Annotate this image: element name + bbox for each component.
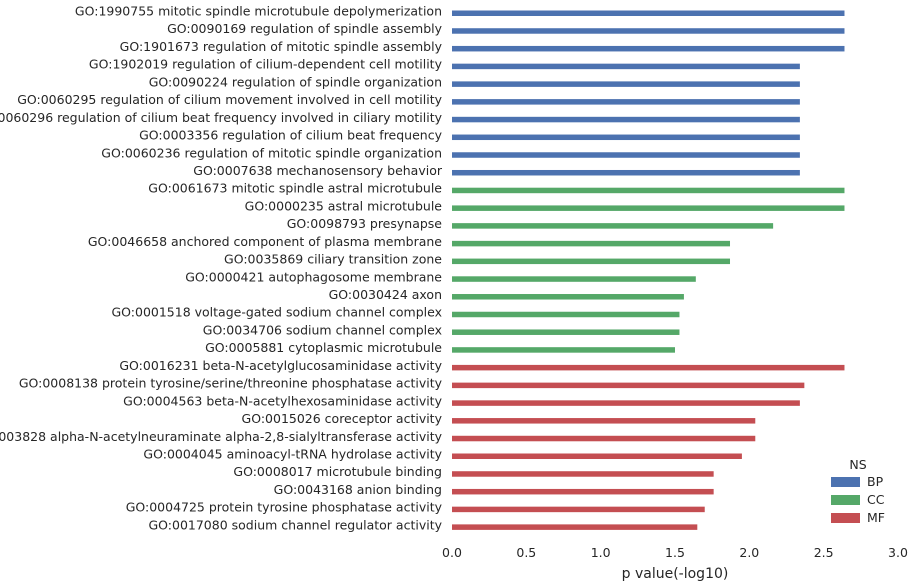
category-label: GO:0008138 protein tyrosine/serine/threo… — [19, 376, 443, 391]
bar — [452, 187, 845, 194]
category-label: GO:0015026 coreceptor activity — [242, 411, 443, 426]
bar — [452, 152, 800, 158]
bar — [452, 471, 714, 477]
category-label: GO:0098793 presynapse — [287, 216, 443, 231]
category-label: GO:0060296 regulation of cilium beat fre… — [0, 110, 443, 125]
x-tick-label: 1.5 — [665, 545, 685, 560]
bar — [452, 99, 800, 105]
category-label: GO:0046658 anchored component of plasma … — [88, 234, 442, 249]
bar — [452, 418, 756, 424]
category-label: GO:1990755 mitotic spindle microtubule d… — [75, 4, 442, 19]
bar — [452, 488, 714, 495]
category-label: GO:0016231 beta-N-acetylglucosaminidase … — [119, 358, 442, 373]
x-tick-label: 2.0 — [739, 545, 759, 560]
bar — [452, 45, 845, 52]
category-label: GO:1901673 regulation of mitotic spindle… — [120, 39, 443, 54]
legend-title: NS — [849, 457, 866, 472]
category-label: GO:0004045 aminoacyl-tRNA hydrolase acti… — [143, 447, 442, 462]
category-label: GO:0007638 mechanosensory behavior — [193, 163, 443, 178]
category-labels: GO:1990755 mitotic spindle microtubule d… — [0, 4, 443, 533]
bars-layer — [452, 10, 845, 530]
x-tick-label: 2.5 — [814, 545, 834, 560]
bar — [452, 329, 680, 335]
bar — [452, 347, 675, 353]
legend-label: BP — [867, 474, 884, 489]
bar — [452, 382, 805, 389]
category-label: GO:0017080 sodium channel regulator acti… — [148, 517, 442, 532]
category-label: GO:0008017 microtubule binding — [233, 464, 442, 479]
bar — [452, 276, 696, 282]
category-label: GO:0000235 astral microtubule — [245, 198, 443, 213]
bar — [452, 506, 705, 513]
legend-swatch — [831, 495, 860, 505]
x-axis-ticks: 0.0 0.5 1.0 1.5 2.0 2.5 3.0 — [442, 545, 908, 560]
bar — [452, 240, 731, 247]
bar — [452, 294, 684, 300]
legend-entries: BP CC MF — [831, 474, 885, 525]
bar — [452, 364, 845, 371]
category-label: GO:0005881 cytoplasmic microtubule — [205, 340, 442, 355]
bar — [452, 81, 800, 87]
bar — [452, 223, 774, 229]
bar — [452, 10, 845, 16]
x-tick-label: 0.0 — [442, 545, 462, 560]
category-label: GO:0090224 regulation of spindle organiz… — [149, 74, 442, 89]
bar — [452, 453, 742, 459]
category-label: GO:0030424 axon — [329, 287, 442, 302]
bar — [452, 28, 845, 34]
category-label: GO:0060295 regulation of cilium movement… — [17, 92, 442, 107]
category-label: GO:0035869 ciliary transition zone — [224, 252, 442, 267]
category-label: GO:0061673 mitotic spindle astral microt… — [148, 181, 442, 196]
category-label: GO:0001518 voltage-gated sodium channel … — [111, 305, 442, 320]
category-label: GO:0003356 regulation of cilium beat fre… — [139, 128, 442, 143]
category-label: GO:1902019 regulation of cilium-dependen… — [89, 57, 443, 72]
category-label: GO:0003828 alpha-N-acetylneuraminate alp… — [0, 429, 443, 444]
legend-label: CC — [867, 492, 885, 507]
bar — [452, 116, 800, 123]
legend-swatch — [831, 513, 860, 523]
x-tick-label: 3.0 — [888, 545, 908, 560]
category-label: GO:0004725 protein tyrosine phosphatase … — [126, 500, 443, 515]
bar — [452, 435, 756, 442]
x-tick-label: 0.5 — [516, 545, 536, 560]
bar — [452, 400, 800, 406]
legend-label: MF — [867, 510, 885, 525]
x-tick-label: 1.0 — [591, 545, 611, 560]
category-label: GO:0060236 regulation of mitotic spindle… — [101, 145, 442, 160]
bar — [452, 169, 800, 176]
bar — [452, 63, 800, 70]
category-label: GO:0000421 autophagosome membrane — [185, 269, 442, 284]
bar — [452, 311, 680, 318]
bar — [452, 524, 698, 530]
bar — [452, 134, 800, 141]
bar — [452, 258, 731, 265]
category-label: GO:0034706 sodium channel complex — [203, 322, 442, 337]
legend: NS BP CC MF — [831, 457, 885, 525]
x-axis-label: p value(-log10) — [622, 566, 729, 582]
category-label: GO:0004563 beta-N-acetylhexosaminidase a… — [123, 393, 442, 408]
bar — [452, 205, 845, 211]
category-label: GO:0090169 regulation of spindle assembl… — [167, 21, 443, 36]
legend-swatch — [831, 477, 860, 487]
category-label: GO:0043168 anion binding — [274, 482, 442, 497]
